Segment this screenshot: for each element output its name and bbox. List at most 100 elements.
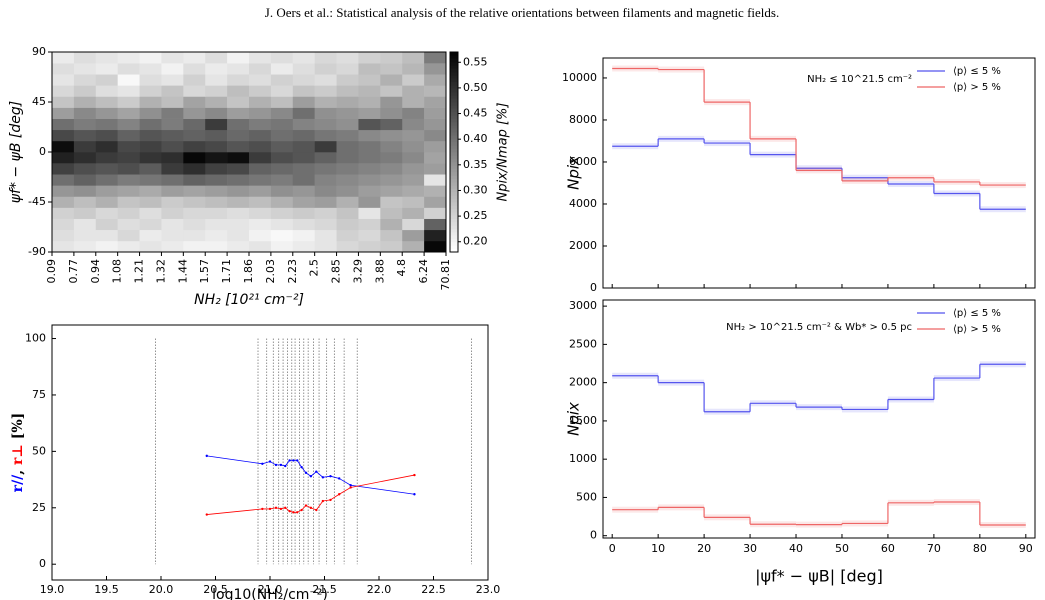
x-tick-label: 0.94 bbox=[89, 259, 102, 284]
colorbar-step bbox=[450, 122, 458, 126]
y-axis-label: ψf* − ψB [deg] bbox=[8, 101, 24, 203]
heatmap-cell bbox=[183, 152, 206, 164]
colorbar-step bbox=[450, 218, 458, 223]
heatmap-cell bbox=[380, 118, 403, 131]
heatmap-cell bbox=[227, 218, 250, 231]
x-tick-label: 19.0 bbox=[40, 583, 65, 596]
heatmap-cell bbox=[292, 240, 315, 253]
heatmap-cell bbox=[292, 118, 315, 131]
colorbar-step bbox=[450, 172, 458, 176]
heatmap-cell bbox=[249, 63, 272, 75]
heatmap-cell bbox=[95, 52, 118, 64]
heatmap-cell bbox=[358, 240, 381, 253]
series-point bbox=[284, 506, 287, 509]
heatmap-cell bbox=[139, 229, 162, 242]
heatmap-cell bbox=[52, 240, 75, 253]
colorbar-step bbox=[450, 228, 458, 233]
x-tick-label: 1.08 bbox=[111, 259, 124, 284]
heatmap-cell bbox=[402, 196, 425, 208]
heatmap-cell bbox=[95, 218, 118, 231]
x-tick-label: 1.71 bbox=[220, 259, 233, 284]
heatmap-cell bbox=[292, 96, 315, 108]
heatmap-cell bbox=[336, 96, 359, 108]
heatmap-cell bbox=[205, 74, 228, 86]
heatmap-cell bbox=[73, 118, 97, 131]
heatmap-cell bbox=[161, 240, 184, 253]
heatmap-cell bbox=[424, 152, 447, 164]
heatmap-cell bbox=[358, 118, 381, 131]
x-tick-label: 21.0 bbox=[258, 583, 283, 596]
series-point bbox=[300, 508, 303, 512]
heatmap-cell bbox=[52, 196, 75, 208]
series-point bbox=[268, 507, 272, 511]
x-tick-label: 30 bbox=[743, 542, 757, 555]
heatmap-cell bbox=[139, 129, 162, 142]
heatmap-cell bbox=[336, 63, 359, 75]
x-tick-label: 80 bbox=[973, 542, 987, 555]
heatmap-cell bbox=[314, 207, 337, 219]
heatmap-cell bbox=[227, 174, 250, 186]
heatmap-cell bbox=[380, 107, 403, 119]
heatmap-cell bbox=[358, 152, 381, 164]
annotation: NH₂ ≤ 10^21.5 cm⁻² bbox=[807, 74, 912, 85]
heatmap-cell bbox=[95, 196, 118, 208]
heatmap-cell bbox=[95, 185, 118, 197]
heatmap-cell bbox=[227, 152, 250, 164]
colorbar-step bbox=[450, 92, 458, 96]
heatmap-cell bbox=[52, 218, 75, 231]
page-header: J. Oers et al.: Statistical analysis of … bbox=[265, 5, 779, 20]
heatmap-cell bbox=[402, 63, 425, 75]
heatmap-cell bbox=[270, 240, 294, 253]
heatmap-cell bbox=[117, 52, 140, 64]
annotation: NH₂ > 10^21.5 cm⁻² & Wb* > 0.5 pc bbox=[726, 322, 912, 333]
heatmap-cell bbox=[52, 74, 75, 86]
colorbar-step bbox=[450, 185, 458, 189]
heatmap-cell bbox=[139, 218, 162, 231]
colorbar-step bbox=[450, 52, 458, 56]
heatmap-cell bbox=[117, 63, 140, 75]
heatmap-cell bbox=[336, 174, 359, 186]
heatmap-cell bbox=[249, 196, 272, 208]
heatmap-cell bbox=[73, 63, 97, 75]
heatmap-cell bbox=[117, 129, 140, 142]
colorbar-step bbox=[450, 195, 458, 199]
x-tick-label: 21.5 bbox=[312, 583, 337, 596]
series-point bbox=[205, 513, 208, 516]
x-tick-label: 1.44 bbox=[176, 259, 189, 284]
heatmap-cell bbox=[161, 174, 184, 186]
colorbar-step bbox=[450, 158, 458, 163]
colorbar-step bbox=[450, 125, 458, 129]
heatmap-cell bbox=[161, 85, 184, 97]
heatmap-cell bbox=[380, 52, 403, 64]
heatmap-cell bbox=[314, 74, 337, 86]
heatmap-cell bbox=[117, 107, 140, 119]
heatmap-cell bbox=[205, 85, 228, 97]
heatmap-cell bbox=[249, 85, 272, 97]
heatmap-cell bbox=[183, 63, 206, 75]
heatmap-cell bbox=[314, 63, 337, 75]
heatmap-cell bbox=[380, 185, 403, 197]
heatmap-cell bbox=[183, 96, 206, 108]
x-tick-label: 1.57 bbox=[198, 259, 211, 284]
heatmap-cell bbox=[227, 240, 250, 253]
series-point bbox=[292, 459, 295, 462]
series-point bbox=[338, 493, 341, 496]
colorbar-step bbox=[450, 188, 458, 193]
heatmap-cell bbox=[249, 96, 272, 108]
heatmap-cell bbox=[292, 174, 315, 186]
series-point bbox=[315, 508, 318, 512]
heatmap-cell bbox=[117, 229, 140, 242]
heatmap-cell bbox=[183, 163, 206, 175]
heatmap-cell bbox=[139, 140, 162, 153]
heatmap-cell bbox=[205, 163, 228, 175]
heatmap-cell bbox=[227, 96, 250, 108]
x-tick-label: 2.85 bbox=[330, 259, 343, 284]
colorbar-step bbox=[450, 168, 458, 173]
series-point bbox=[304, 471, 308, 475]
x-tick-label: 1.21 bbox=[133, 259, 146, 284]
heatmap-cell bbox=[227, 196, 250, 208]
heatmap-cell bbox=[270, 85, 294, 97]
series-point bbox=[321, 499, 325, 503]
heatmap-cell bbox=[424, 140, 447, 153]
series-point bbox=[309, 474, 313, 478]
